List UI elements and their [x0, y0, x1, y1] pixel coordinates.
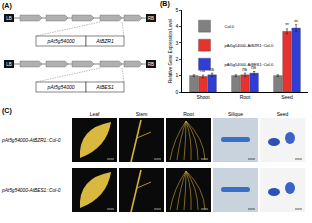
svg-text:RB: RB	[148, 16, 154, 21]
svg-text:Seed: Seed	[277, 111, 289, 117]
svg-text:ns: ns	[251, 65, 257, 71]
svg-text:pAt5g54000-AtBZR1::Col-0: pAt5g54000-AtBZR1::Col-0	[1, 138, 61, 143]
svg-text:2: 2	[175, 56, 178, 62]
svg-text:AtBZR1: AtBZR1	[95, 38, 114, 44]
svg-text:1: 1	[175, 72, 178, 78]
svg-text:pAt5g54000: pAt5g54000	[47, 38, 75, 44]
svg-text:Relative Gene Expression Level: Relative Gene Expression Level	[168, 19, 173, 83]
svg-text:ns: ns	[242, 67, 248, 72]
svg-text:Root: Root	[183, 111, 194, 117]
svg-text:Shoot: Shoot	[196, 94, 210, 100]
svg-text:pAt5g54000-AtBES1::Col-0: pAt5g54000-AtBES1::Col-0	[1, 188, 61, 193]
svg-text:(A): (A)	[2, 2, 12, 10]
svg-text:AtBES1: AtBES1	[95, 84, 114, 90]
svg-text:LB: LB	[6, 62, 12, 67]
svg-text:Leaf: Leaf	[90, 111, 100, 117]
html-text:(B): (B)	[160, 0, 170, 7]
svg-text:Col-0: Col-0	[225, 24, 235, 29]
svg-text:LB: LB	[6, 16, 12, 21]
svg-text:3: 3	[175, 40, 178, 46]
svg-text:0: 0	[175, 89, 178, 95]
svg-text:pAt5g54000: pAt5g54000	[47, 84, 75, 90]
svg-text:4: 4	[175, 23, 178, 29]
svg-text:Silique: Silique	[228, 111, 243, 117]
svg-text:ns: ns	[200, 68, 205, 74]
svg-text:pAt5g54000-AtBES1::Col-0: pAt5g54000-AtBES1::Col-0	[225, 62, 274, 67]
svg-text:(C): (C)	[2, 107, 12, 115]
svg-text:ns: ns	[209, 66, 215, 72]
svg-text:5: 5	[175, 7, 178, 13]
svg-text:**: **	[285, 23, 289, 28]
svg-text:Stem: Stem	[136, 111, 148, 117]
svg-text:pAt5g54000-AtBZR1::Col-0: pAt5g54000-AtBZR1::Col-0	[225, 43, 274, 48]
svg-text:RB: RB	[148, 62, 154, 67]
svg-text:Root: Root	[240, 94, 251, 100]
svg-text:Seed: Seed	[281, 94, 293, 100]
svg-text:**: **	[294, 20, 298, 25]
